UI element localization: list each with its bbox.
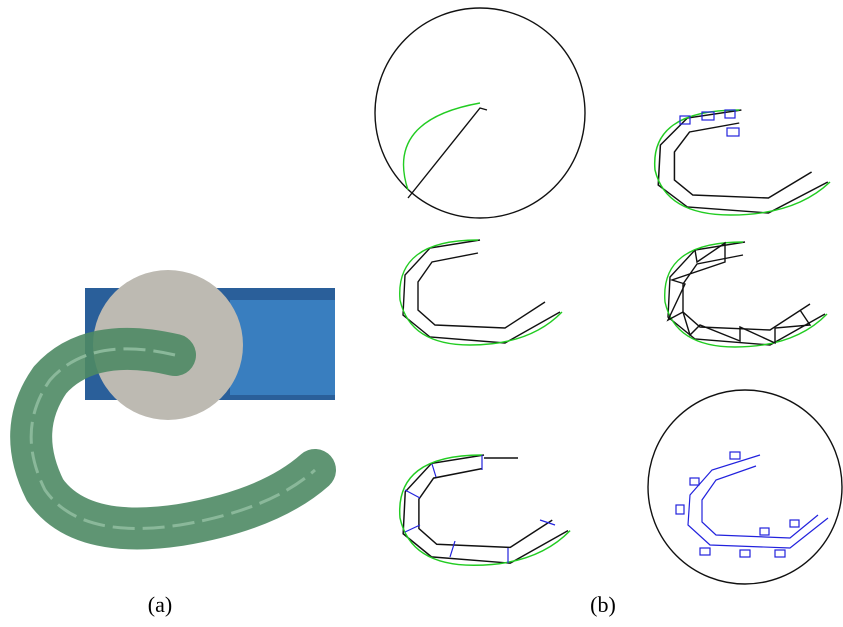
- diagram-3: [400, 240, 562, 345]
- diagram-2: [655, 110, 830, 215]
- diagram-5: [400, 455, 570, 565]
- photo-device: [230, 300, 335, 395]
- figure-canvas: (a) (b): [0, 0, 843, 627]
- diagram-4: [665, 242, 827, 347]
- caption: (a): [148, 592, 172, 617]
- c-shape: [655, 110, 830, 215]
- diagram-1: [375, 8, 585, 218]
- diagram-6: [648, 390, 842, 584]
- caption: (b): [590, 592, 616, 617]
- photo: [31, 270, 335, 528]
- figure: (a) (b): [0, 0, 843, 627]
